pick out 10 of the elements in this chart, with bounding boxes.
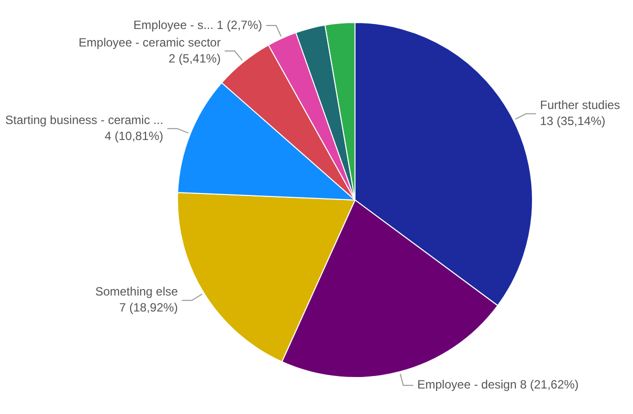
data-label: 4 (10,81%) [104,128,164,143]
data-label: 2 (5,41%) [168,51,221,66]
data-label: 13 (35,14%) [540,114,606,128]
slice-label: Starting business - ceramic ... [5,112,164,127]
slice-label: Employee - s... 1 (2,7%) [133,18,262,32]
slice-label: Employee - design 8 (21,62%) [417,378,579,392]
slice-label: Employee - ceramic sector [78,35,221,50]
data-label: 7 (18,92%) [119,300,178,315]
slice-label: Something else [95,284,178,299]
slice-label: Further studies [540,98,620,112]
